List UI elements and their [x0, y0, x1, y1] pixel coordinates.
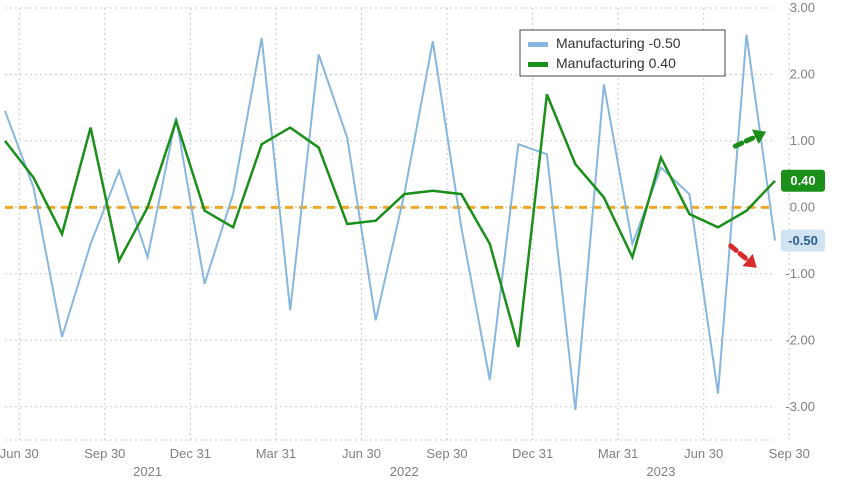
y-tick-label: 3.00 [790, 0, 815, 15]
series-end-label: 0.40 [790, 173, 815, 188]
x-tick-label: Dec 31 [170, 446, 211, 461]
y-tick-label: -3.00 [785, 399, 815, 414]
x-tick-label: Sep 30 [426, 446, 467, 461]
legend-swatch [528, 42, 548, 47]
y-tick-label: -2.00 [785, 332, 815, 347]
chart-svg: -3.00 -2.00 -1.00 0.00 1.00 2.00 3.00 Jun 30 Sep… [0, 0, 848, 502]
series-end-label: -0.50 [788, 233, 818, 248]
y-tick-label: 2.00 [790, 66, 815, 81]
x-year-label: 2021 [133, 464, 162, 479]
x-tick-label: Mar 31 [598, 446, 638, 461]
x-tick-label: Sep 30 [769, 446, 810, 461]
y-tick-label: 0.00 [790, 199, 815, 214]
y-tick-label: -1.00 [785, 266, 815, 281]
legend-label: Manufacturing -0.50 [556, 35, 681, 51]
x-tick-label: Jun 30 [342, 446, 381, 461]
legend-swatch [528, 62, 548, 67]
x-tick-label: Jun 30 [0, 446, 39, 461]
x-tick-label: Sep 30 [84, 446, 125, 461]
x-year-label: 2023 [646, 464, 675, 479]
x-tick-label: Dec 31 [512, 446, 553, 461]
x-tick-label: Jun 30 [684, 446, 723, 461]
chart-container: -3.00 -2.00 -1.00 0.00 1.00 2.00 3.00 Jun 30 Sep… [0, 0, 848, 502]
legend-label: Manufacturing 0.40 [556, 55, 676, 71]
y-tick-label: 1.00 [790, 133, 815, 148]
x-tick-label: Mar 31 [256, 446, 296, 461]
x-year-label: 2022 [390, 464, 419, 479]
